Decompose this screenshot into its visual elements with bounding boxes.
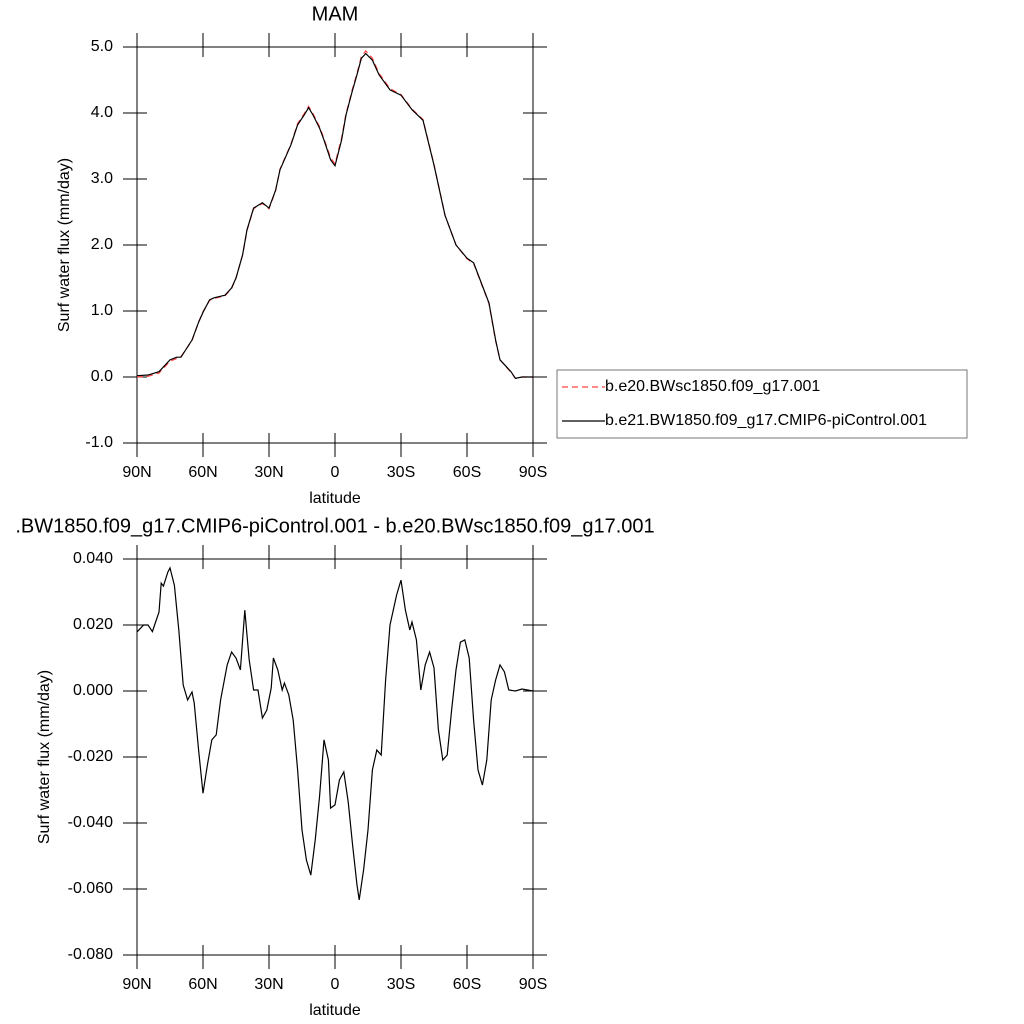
y-tick-label: 5.0 (91, 38, 113, 55)
legend-box (556, 369, 968, 439)
plot-frame (136, 558, 534, 956)
x-tick-label: 90S (519, 976, 547, 993)
y-tick-label: 0.0 (91, 368, 113, 385)
x-tick-label: 30S (387, 976, 415, 993)
chart-title: .BW1850.f09_g17.CMIP6-piControl.001 - b.… (15, 515, 654, 537)
y-tick-label: 4.0 (91, 104, 113, 121)
y-tick-label: 0.000 (73, 682, 113, 699)
x-tick-label: 90N (122, 464, 151, 481)
y-tick-label: -0.040 (68, 814, 113, 831)
x-tick-label: 60S (453, 976, 481, 993)
legend: b.e20.BWsc1850.f09_g17.001 b.e21.BW1850.f… (556, 369, 968, 439)
x-tick-label: 30N (254, 464, 283, 481)
legend-label: b.e21.BW1850.f09_g17.CMIP6-piControl.001 (605, 412, 927, 429)
y-tick-label: -1.0 (85, 434, 113, 451)
x-tick-label: 60N (188, 976, 217, 993)
y-tick-label: -0.060 (68, 880, 113, 897)
y-tick-label: 2.0 (91, 236, 113, 253)
y-tick-label: -0.080 (68, 946, 113, 963)
x-axis-label: latitude (309, 490, 361, 507)
y-tick-label: -0.020 (68, 748, 113, 765)
y-axis-label: Surf water flux (mm/day) (56, 158, 73, 332)
x-tick-label: 60N (188, 464, 217, 481)
y-tick-label: 0.020 (73, 616, 113, 633)
y-tick-label: 3.0 (91, 170, 113, 187)
series-line (136, 566, 534, 900)
x-axis-label: latitude (309, 1002, 361, 1019)
x-tick-label: 30N (254, 976, 283, 993)
x-tick-label: 0 (331, 976, 340, 993)
legend-label: b.e20.BWsc1850.f09_g17.001 (605, 378, 820, 395)
chart-title: MAM (312, 3, 359, 25)
x-tick-label: 30S (387, 464, 415, 481)
y-tick-label: 0.040 (73, 550, 113, 567)
x-tick-label: 0 (331, 464, 340, 481)
y-axis-label: Surf water flux (mm/day) (36, 670, 53, 844)
y-tick-label: 1.0 (91, 302, 113, 319)
x-tick-label: 90N (122, 976, 151, 993)
plot-frame (136, 46, 534, 444)
series-line (136, 52, 533, 379)
x-tick-label: 60S (453, 464, 481, 481)
x-tick-label: 90S (519, 464, 547, 481)
